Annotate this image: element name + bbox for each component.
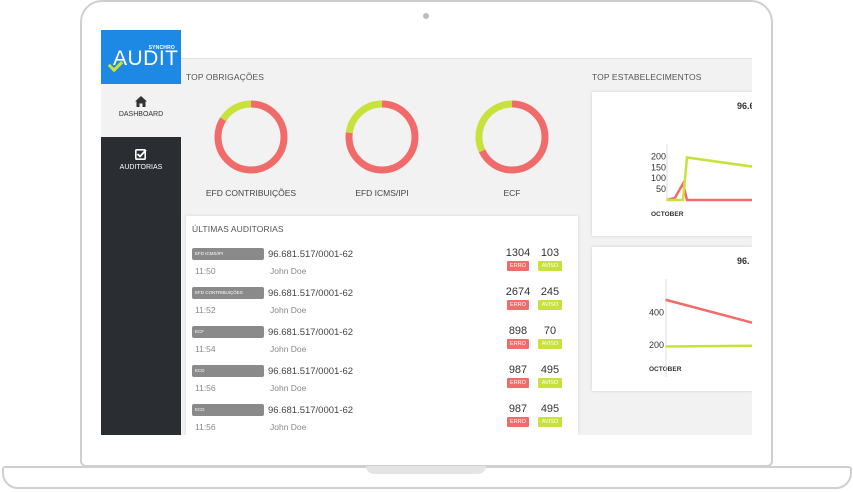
data-point <box>674 199 676 201</box>
error-badge: ERRO <box>507 378 529 388</box>
error-count: 898 <box>508 325 528 337</box>
logo-sub: SYNCHRO <box>148 45 175 51</box>
audit-row[interactable]: EFD ICMS/IPI 96.681.517/0001-62 11:50 John … <box>186 246 576 285</box>
warning-count: 495 <box>540 403 560 415</box>
obligation-tag: ECD <box>192 365 264 377</box>
error-count: 1304 <box>505 247 531 259</box>
donut-slice-warning <box>345 100 419 174</box>
audit-user: John Doe <box>270 344 307 354</box>
y-tick-label: 100 <box>651 173 666 183</box>
series-line <box>665 344 752 348</box>
donut-charts <box>214 100 549 174</box>
donut-label: EFD CONTRIBUIÇÕES <box>205 188 297 198</box>
app-logo[interactable]: SYNCHRO AUDIT <box>101 30 181 84</box>
line-chart: 400 200 OCTOBER <box>649 279 752 377</box>
x-axis-label: OCTOBER <box>649 366 682 373</box>
error-count: 987 <box>508 403 528 415</box>
donut-slice-warning <box>214 100 288 174</box>
audit-row[interactable]: ECD 96.681.517/0001-62 11:56 John Doe 987 495… <box>186 363 576 402</box>
audit-time: 11:54 <box>195 344 216 354</box>
error-badge: ERRO <box>507 339 529 349</box>
section-title-top-estabelecimentos: TOP ESTABELECIMENTOS <box>592 72 702 82</box>
warning-count: 70 <box>543 325 557 337</box>
audit-user: John Doe <box>270 305 307 315</box>
audit-time: 11:56 <box>195 383 216 393</box>
chart-title: 96. <box>737 256 750 266</box>
series-line <box>665 298 752 324</box>
audit-user: John Doe <box>270 383 307 393</box>
y-tick-label: 50 <box>656 184 666 194</box>
app-screen: SYNCHRO AUDIT DASHBOARD AUDITORIAS TOP O… <box>101 30 752 435</box>
audit-user: John Doe <box>270 266 307 276</box>
audit-row[interactable]: ECD 96.681.517/0001-62 11:56 John Doe 987 495… <box>186 402 576 435</box>
cnpj-text: 96.681.517/0001-62 <box>268 366 354 377</box>
series-line <box>667 156 752 202</box>
donut-chart <box>345 100 419 174</box>
y-tick-label: 150 <box>651 162 666 172</box>
ultimas-auditorias-panel: ÚLTIMAS AUDITORIAS EFD ICMS/IPI 96.681.51… <box>186 216 578 435</box>
home-icon <box>135 96 147 107</box>
sidebar-item-label: DASHBOARD <box>118 111 164 118</box>
cnpj-text: 96.681.517/0001-62 <box>268 288 354 299</box>
y-tick-label: 200 <box>651 151 666 161</box>
data-point <box>686 199 688 201</box>
data-point <box>682 199 684 201</box>
checkbox-icon <box>135 149 147 160</box>
data-point <box>665 299 667 301</box>
top-bar <box>181 30 752 59</box>
audit-row[interactable]: EFD CONTRIBUIÇÕES 96.681.517/0001-62 11:52… <box>186 285 576 324</box>
data-point <box>666 199 668 201</box>
sidebar-item-auditorias[interactable]: AUDITORIAS <box>101 137 181 187</box>
data-point <box>665 345 667 348</box>
audit-time: 11:50 <box>195 266 216 276</box>
warning-badge: AVISO <box>538 378 562 388</box>
error-count: 2674 <box>505 286 531 298</box>
sidebar: SYNCHRO AUDIT DASHBOARD AUDITORIAS <box>101 30 181 435</box>
warning-count: 245 <box>540 286 560 298</box>
donut-chart <box>214 100 288 174</box>
y-tick-label: 400 <box>649 308 664 318</box>
series-line <box>666 180 752 202</box>
warning-count: 495 <box>540 364 560 376</box>
donut-label: ECF <box>503 188 521 198</box>
audit-user: John Doe <box>270 422 307 432</box>
data-point <box>686 156 688 159</box>
laptop-notch <box>366 466 486 474</box>
warning-count: 103 <box>540 247 560 259</box>
warning-badge: AVISO <box>538 339 562 349</box>
donut-label: EFD ICMS/IPI <box>355 188 409 198</box>
audit-time: 11:56 <box>195 422 216 432</box>
data-point <box>674 197 676 199</box>
y-tick-label: 200 <box>649 340 664 350</box>
sidebar-item-dashboard[interactable]: DASHBOARD <box>101 84 181 137</box>
audit-row[interactable]: ECF 96.681.517/0001-62 11:54 John Doe 898 70 E… <box>186 324 576 363</box>
warning-badge: AVISO <box>538 261 562 271</box>
error-badge: ERRO <box>507 300 529 310</box>
obligation-tag: EFD CONTRIBUIÇÕES <box>192 287 264 299</box>
obligation-tag: EFD ICMS/IPI <box>192 248 264 260</box>
warning-badge: AVISO <box>538 417 562 427</box>
audit-time: 11:52 <box>195 305 216 315</box>
obligation-tag: ECF <box>192 326 264 338</box>
section-title-ultimas-auditorias: ÚLTIMAS AUDITORIAS <box>192 224 284 234</box>
obligation-tag: ECD <box>192 404 264 416</box>
camera-dot <box>423 13 429 19</box>
cnpj-text: 96.681.517/0001-62 <box>268 405 354 416</box>
sidebar-item-label: AUDITORIAS <box>119 164 163 171</box>
donut-chart <box>475 100 549 174</box>
cnpj-text: 96.681.517/0001-62 <box>268 327 354 338</box>
section-title-top-obrigacoes: TOP OBRIGAÇÕES <box>186 72 265 82</box>
x-axis-label: OCTOBER <box>651 211 684 218</box>
error-badge: ERRO <box>507 261 529 271</box>
chart-card: 96. 400 200 OCTOBER <box>592 247 752 391</box>
chart-title: 96.6 <box>737 101 752 111</box>
logo-text: AUDIT <box>113 47 179 70</box>
cnpj-text: 96.681.517/0001-62 <box>268 249 354 260</box>
error-count: 987 <box>508 364 528 376</box>
error-badge: ERRO <box>507 417 529 427</box>
warning-badge: AVISO <box>538 300 562 310</box>
